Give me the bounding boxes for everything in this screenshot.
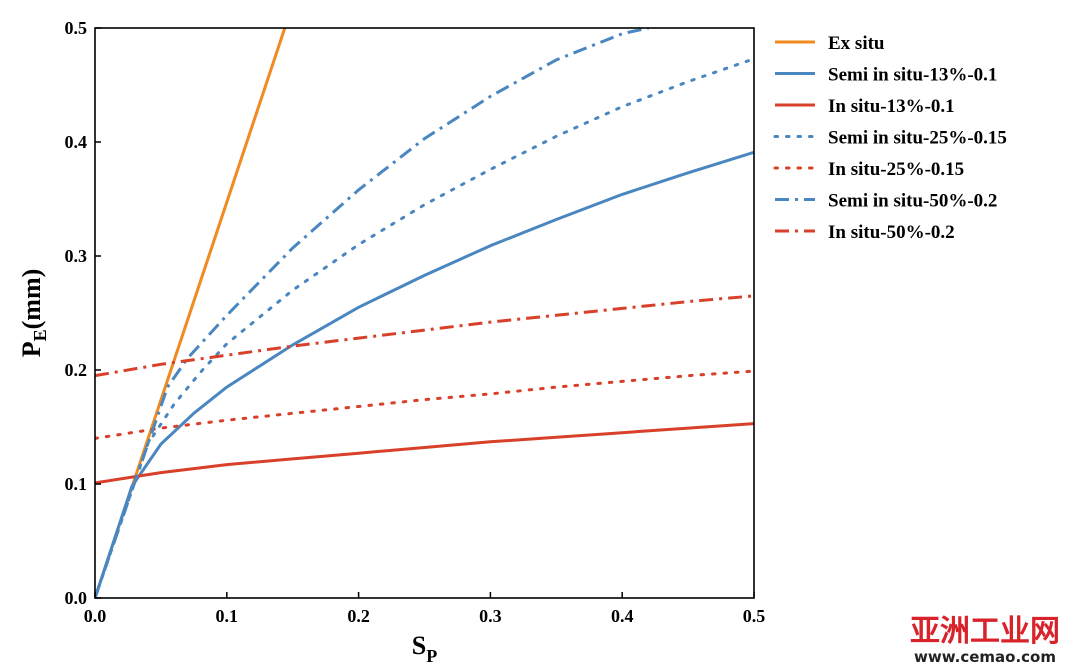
y-tick-label: 0.5	[65, 18, 88, 38]
plot-frame	[94, 27, 755, 599]
series-line-7	[95, 294, 754, 378]
legend-label-6: Semi in situ-50%-0.2	[828, 191, 997, 212]
x-tick-label: 0.2	[347, 606, 370, 626]
x-tick-label: 0.3	[479, 606, 502, 626]
series-line-4	[95, 57, 754, 598]
y-tick-label: 0.4	[65, 132, 88, 152]
watermark: 亚洲工业网 www.cemao.com	[910, 614, 1060, 666]
watermark-url: www.cemao.com	[914, 648, 1056, 666]
axis-ticks: 0.00.0 0.1 0.1 0.2 0.2 0.3 0.3 0.4 0.4 0.5 0.5	[65, 18, 766, 626]
x-tick-label: 0.1	[216, 606, 239, 626]
legend-label-7: In situ-50%-0.2	[828, 222, 955, 243]
x-tick-label: 0.0	[84, 606, 107, 626]
y-tick-label: 0.2	[65, 360, 88, 380]
series-line-3	[95, 422, 754, 485]
x-tick-label: 0.4	[611, 606, 634, 626]
y-axis-title: PE(mm)	[17, 269, 50, 358]
legend-label-3: In situ-13%-0.1	[828, 96, 955, 117]
y-tick-label: 0.3	[65, 246, 88, 266]
series-line-2	[95, 150, 754, 598]
legend-label-5: In situ-25%-0.15	[828, 159, 964, 180]
x-axis-title: SP	[412, 631, 437, 666]
series-layer	[95, 28, 754, 598]
legend-label-1: Ex situ	[828, 33, 885, 54]
y-tick-label: 0.1	[65, 474, 88, 494]
series-line-5	[95, 369, 754, 440]
legend-label-2: Semi in situ-13%-0.1	[828, 65, 997, 86]
legend: Ex situ Semi in situ-13%-0.1 In situ-13%-0…	[773, 33, 1007, 243]
series-line-6	[95, 28, 649, 598]
legend-label-4: Semi in situ-25%-0.15	[828, 128, 1007, 149]
watermark-logo-text: 亚洲工业网	[910, 614, 1060, 649]
x-tick-label: 0.5	[743, 606, 766, 626]
y-tick-label: 0.0	[65, 588, 88, 608]
